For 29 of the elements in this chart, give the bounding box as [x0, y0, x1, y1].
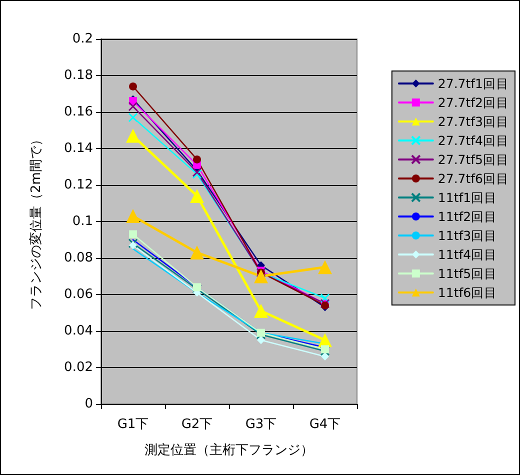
- y-tick-label: 0.12: [64, 178, 93, 192]
- y-tick-label: 0.16: [64, 104, 93, 120]
- x-tick-label: G2下: [181, 417, 213, 432]
- legend-label: 27.7tf5回目: [438, 152, 510, 167]
- legend-label: 11tf6回目: [438, 285, 498, 300]
- x-tick-label: G1下: [117, 417, 149, 432]
- legend-label: 11tf2回目: [438, 209, 498, 224]
- y-tick-label: 0.06: [64, 287, 93, 302]
- y-tick-label: 0.08: [64, 250, 93, 266]
- y-tick-label: 0.04: [64, 324, 93, 338]
- legend-label: 11tf3回目: [438, 228, 498, 243]
- legend-label: 27.7tf3回目: [438, 114, 510, 129]
- y-axis-title: フランジの変位量（2m間で）: [28, 133, 44, 310]
- legend-label: 11tf5回目: [438, 266, 498, 281]
- legend-label: 27.7tf1回目: [438, 76, 510, 91]
- y-tick-label: 0: [84, 396, 93, 412]
- legend-label: 27.7tf6回目: [438, 171, 510, 186]
- x-tick-label: G3下: [245, 417, 277, 432]
- y-tick-label: 0.2: [72, 32, 93, 46]
- legend-label: 27.7tf2回目: [438, 95, 510, 110]
- y-tick-label: 0.14: [64, 141, 93, 156]
- legend-label: 11tf4回目: [438, 247, 498, 262]
- legend-label: 11tf1回目: [438, 190, 498, 205]
- legend-label: 27.7tf4回目: [438, 133, 510, 148]
- y-tick-label: 0.1: [72, 214, 93, 229]
- x-tick-label: G4下: [309, 417, 341, 432]
- x-axis-title: 測定位置（主桁下フランジ）: [144, 442, 314, 458]
- y-tick-label: 0.18: [64, 68, 93, 83]
- y-tick-label: 0.02: [64, 360, 93, 375]
